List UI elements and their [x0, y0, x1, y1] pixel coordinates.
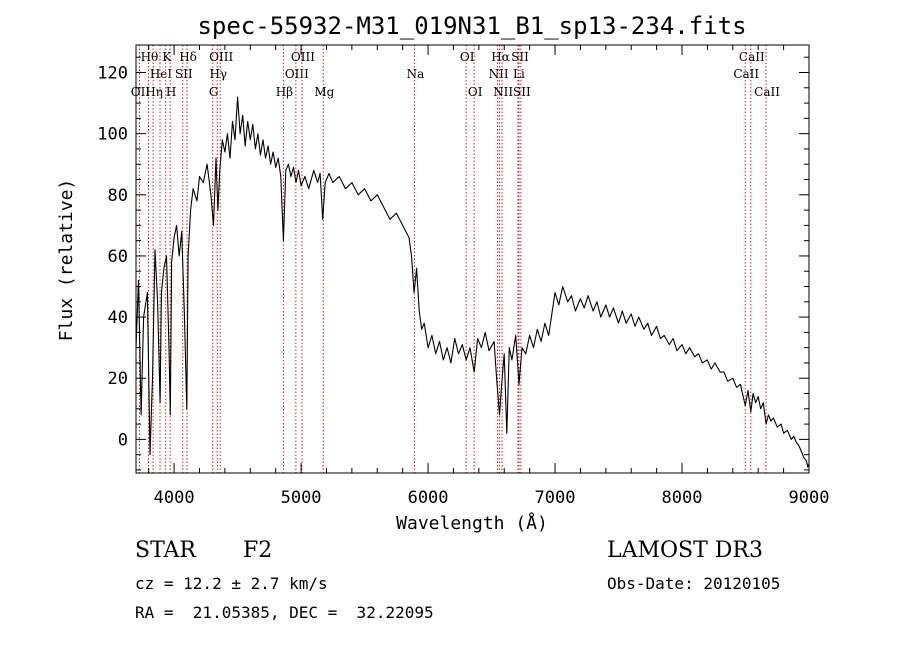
plot-frame — [135, 44, 810, 474]
marker-label-3: HeI — [150, 67, 173, 81]
marker-label-11: Hβ — [276, 85, 293, 99]
redshift-cz: cz = 12.2 ± 2.7 km/s — [135, 574, 328, 593]
x-axis-label: Wavelength (Å) — [396, 512, 548, 534]
y-tick-label-1: 20 — [108, 369, 128, 389]
marker-label-17: OI — [468, 85, 483, 99]
observation-date: Obs-Date: 20120105 — [607, 574, 781, 593]
x-tick-label-5: 9000 — [789, 488, 830, 508]
marker-label-25: CaII — [739, 50, 765, 64]
marker-label-20: NII — [493, 85, 513, 99]
marker-label-2: Hη — [145, 85, 163, 99]
spectrum-series — [135, 96, 810, 468]
marker-label-5: SII — [175, 67, 193, 81]
marker-label-18: NII — [489, 67, 509, 81]
spectrum-line-0 — [135, 96, 810, 468]
marker-label-26: CaII — [754, 85, 780, 99]
y-tick-label-2: 40 — [108, 308, 128, 328]
coordinates: RA = 21.05385, DEC = 32.22095 — [135, 603, 434, 622]
y-tick-label-5: 100 — [97, 125, 128, 145]
marker-label-13: OIII — [291, 50, 315, 64]
marker-label-9: Hγ — [209, 67, 227, 81]
marker-label-24: CaII — [733, 67, 759, 81]
marker-label-1: Hθ — [141, 50, 159, 64]
survey-name: LAMOST DR3 — [607, 538, 763, 563]
marker-label-8: G — [209, 85, 219, 99]
x-tick-label-2: 6000 — [408, 488, 449, 508]
object-subclass: F2 — [243, 538, 273, 563]
marker-label-21: SII — [511, 50, 529, 64]
marker-label-23: SII — [513, 85, 531, 99]
chart-title: spec-55932-M31_019N31_B1_sp13-234.fits — [197, 12, 746, 40]
x-tick-label-1: 5000 — [281, 488, 322, 508]
marker-label-16: OI — [460, 50, 475, 64]
marker-label-15: Na — [407, 67, 425, 81]
line-markers: OIIHθHηHeIKSIIHHδGHγOIIIHβOIIIOIIIMgNaOI… — [131, 45, 780, 473]
object-class: STAR — [135, 538, 196, 563]
marker-label-10: OIII — [209, 50, 233, 64]
marker-label-6: H — [166, 85, 176, 99]
marker-label-14: Mg — [314, 85, 334, 99]
axis-ticks: 4000 5000 6000 7000 8000 9000 0 20 40 60 80 100 120 — [97, 45, 829, 508]
marker-label-7: Hδ — [179, 50, 197, 64]
x-tick-label-0: 4000 — [154, 488, 195, 508]
y-tick-label-6: 120 — [97, 64, 128, 84]
y-tick-label-0: 0 — [118, 430, 128, 450]
marker-label-4: K — [162, 50, 172, 64]
y-axis-label: Flux (relative) — [56, 179, 77, 342]
y-tick-label-3: 60 — [108, 247, 128, 267]
marker-label-19: Hα — [491, 50, 510, 64]
marker-label-22: Li — [513, 67, 525, 81]
y-tick-label-4: 80 — [108, 186, 128, 206]
x-tick-label-4: 8000 — [662, 488, 703, 508]
x-tick-label-3: 7000 — [535, 488, 576, 508]
marker-label-12: OIII — [285, 67, 309, 81]
